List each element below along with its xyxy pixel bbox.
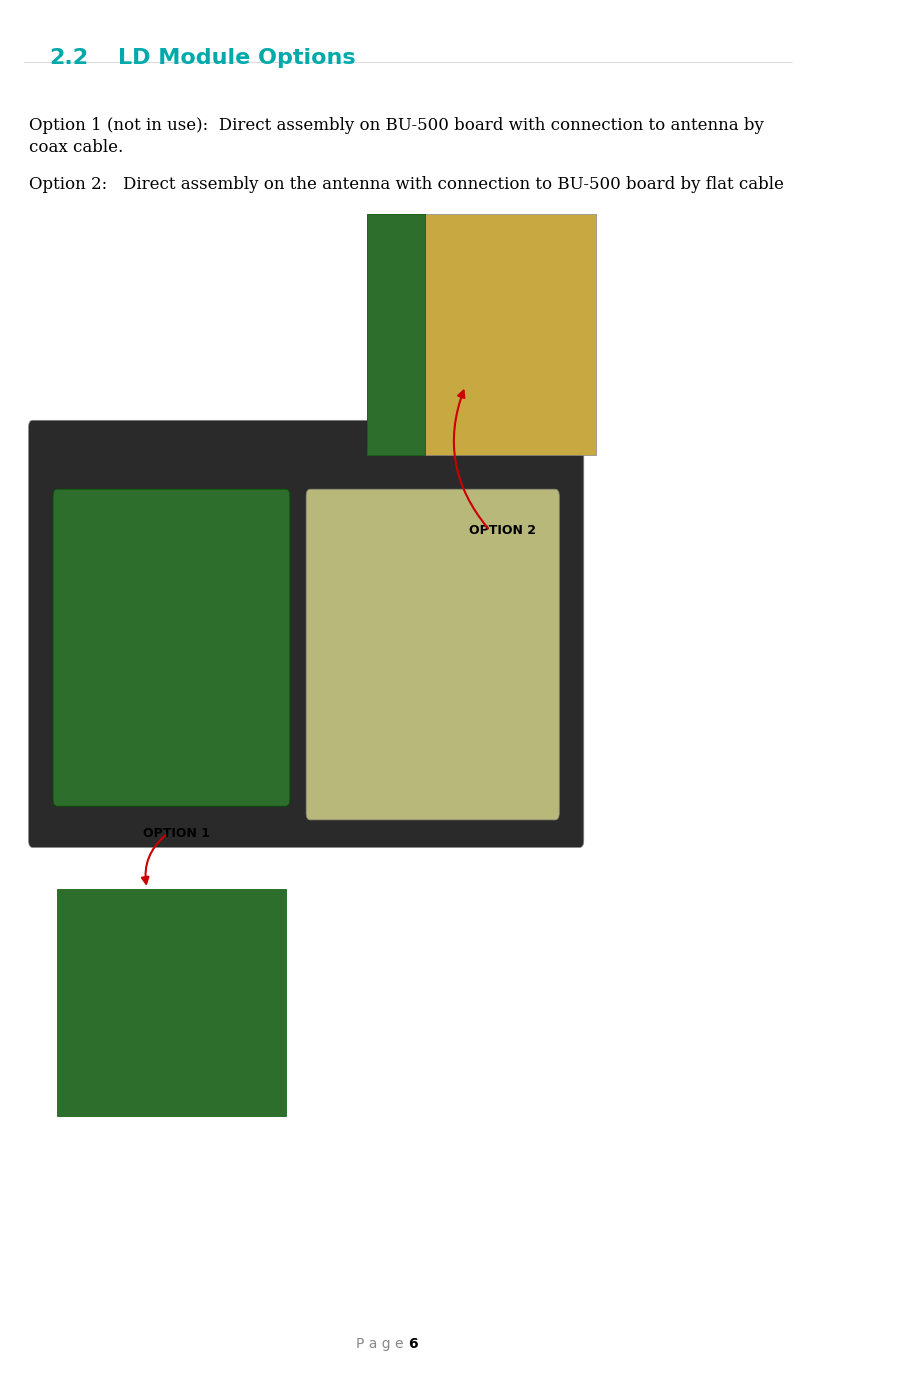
FancyBboxPatch shape — [368, 214, 424, 455]
Text: OPTION 1: OPTION 1 — [143, 827, 209, 841]
Text: 6: 6 — [408, 1337, 418, 1350]
FancyBboxPatch shape — [307, 489, 559, 820]
Text: LD Module Options: LD Module Options — [119, 48, 356, 69]
Text: OPTION 2: OPTION 2 — [469, 524, 537, 537]
Text: P a g e: P a g e — [356, 1337, 408, 1350]
FancyBboxPatch shape — [53, 489, 289, 806]
FancyBboxPatch shape — [29, 420, 583, 847]
Text: Option 1 (not in use):  Direct assembly on BU-500 board with connection to anten: Option 1 (not in use): Direct assembly o… — [29, 117, 763, 156]
FancyBboxPatch shape — [58, 889, 286, 1116]
FancyBboxPatch shape — [368, 214, 596, 455]
Text: 2.2: 2.2 — [49, 48, 88, 69]
Text: Option 2:   Direct assembly on the antenna with connection to BU-500 board by fl: Option 2: Direct assembly on the antenna… — [29, 176, 783, 193]
